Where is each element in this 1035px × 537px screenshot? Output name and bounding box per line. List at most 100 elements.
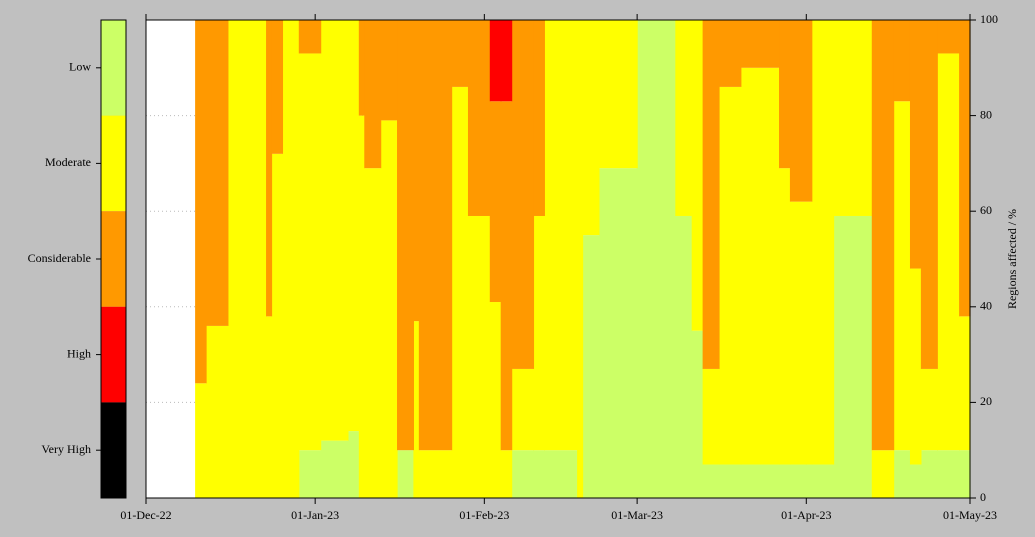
legend-swatch [101,115,126,212]
y-tick-label: 20 [980,394,992,408]
area-segment [533,20,545,216]
area-segment [195,383,207,498]
area-segment [271,153,284,498]
area-segment [582,235,600,498]
area-segment [544,450,578,498]
legend-swatch [101,306,126,403]
area-segment [347,20,360,432]
area-segment [811,464,835,498]
area-segment [691,330,704,498]
area-segment [959,316,971,451]
area-segment [364,168,382,498]
area-segment [511,450,535,498]
area-segment [271,20,284,154]
y-tick-label: 0 [980,490,986,504]
area-segment [544,20,578,451]
axes: 01-Dec-22 01-Jan-23 01-Feb-23 01-Mar-23 01-A… [28,12,998,522]
legend-swatch [101,20,126,116]
area-segment [266,316,273,498]
area-segment [489,101,502,303]
area-segment [789,20,813,202]
x-tick-label: 01-Jan-23 [291,508,339,522]
area-segment [298,20,322,54]
area-segment [413,20,420,322]
legend-label: High [67,346,91,360]
area-segment [718,86,742,465]
x-tick-label: 01-Mar-23 [611,508,663,522]
area-segment [740,20,780,68]
area-segment [347,431,360,498]
area-segment [909,20,922,269]
area-segment [320,440,349,498]
legend-frame [100,19,127,499]
legend-swatch [101,402,126,498]
area-segment [418,450,453,498]
area-segment [959,20,971,317]
legend-label: Moderate [45,155,91,169]
area-segment [298,450,322,498]
area-segment [582,20,600,236]
area-segment [789,464,813,498]
area-segment [789,201,813,465]
area-segment [206,20,229,326]
area-segment [467,215,491,499]
area-segment [871,20,895,451]
legend-label: Very High [41,442,91,456]
area-segment [691,20,704,331]
area-segment [397,20,414,451]
area-segment [511,368,535,451]
area-segment [500,101,513,451]
area-segment [909,268,922,465]
area-segment [451,20,469,87]
area-segment [320,20,349,441]
y-axis-label: Regions affected / % [1005,209,1019,309]
area-segment [937,20,960,54]
area-segment [871,450,895,498]
area-segment [364,20,382,169]
area-segment [937,450,960,498]
area-segment [675,215,693,499]
area-segment [489,302,502,498]
area-segment [740,464,780,498]
y-tick-label: 80 [980,107,992,121]
area-segment [811,20,835,465]
plot-frame [145,19,971,499]
legend-label: Considerable [28,251,91,265]
area-segment [397,450,414,498]
area-segment [358,115,365,498]
area-segment [937,53,960,451]
area-segment [451,86,469,499]
area-segment [833,215,873,499]
area-segment [195,20,207,384]
area-segment [675,20,693,216]
area-segment [833,20,873,216]
y-tick-label: 60 [980,203,992,217]
area-segment [702,464,720,498]
area-segment [920,450,938,498]
area-segment [779,168,791,465]
area-segment [533,215,545,451]
x-tick-label: 01-Feb-23 [459,508,509,522]
area-segment [577,20,584,498]
data-marks [195,20,971,499]
area-segment [893,101,911,451]
area-segment [266,20,273,317]
area-segment [702,20,720,369]
area-segment [909,464,922,498]
area-segment [500,450,513,498]
area-segment [718,20,742,87]
area-segment [959,450,971,498]
area-segment [227,20,267,498]
area-segment [893,20,911,102]
area-segment [740,67,780,465]
area-segment [380,20,398,121]
y-tick-label: 40 [980,299,992,313]
area-segment [598,20,638,169]
area-segment [380,120,398,498]
legend-label: Low [69,60,91,74]
area-segment [467,20,491,216]
area-segment [511,20,535,369]
y-tick-label: 100 [980,12,998,26]
area-segment [413,321,420,498]
